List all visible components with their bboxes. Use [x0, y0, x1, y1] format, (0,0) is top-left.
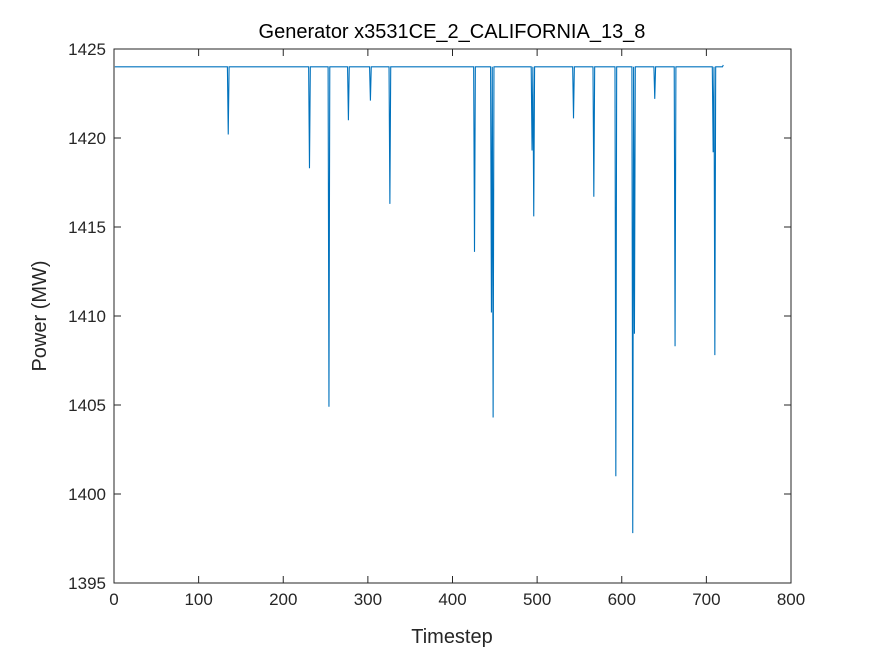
x-tick-label: 600 [608, 590, 636, 609]
series-line-0 [114, 64, 724, 534]
y-tick-label: 1420 [68, 129, 106, 148]
series-layer [114, 64, 724, 534]
y-tick-label: 1415 [68, 218, 106, 237]
y-tick-label: 1400 [68, 485, 106, 504]
x-tick-label: 400 [438, 590, 466, 609]
x-tick-label: 800 [777, 590, 805, 609]
ticks-layer: 0 100 200 300 400 500 600 700 800 1395 1400 1405 141… [68, 40, 805, 609]
y-tick-label: 1405 [68, 396, 106, 415]
x-tick-label: 300 [354, 590, 382, 609]
y-tick-label: 1395 [68, 574, 106, 593]
y-tick-label: 1425 [68, 40, 106, 59]
chart-title: Generator x3531CE_2_CALIFORNIA_13_8 [259, 21, 646, 43]
plot-area [114, 49, 791, 583]
x-tick-label: 200 [269, 590, 297, 609]
x-tick-label: 100 [184, 590, 212, 609]
x-tick-label: 700 [692, 590, 720, 609]
y-axis-label: Power (MW) [29, 260, 51, 371]
x-tick-label: 500 [523, 590, 551, 609]
x-axis-label: Timestep [411, 626, 493, 648]
x-tick-label: 0 [109, 590, 118, 609]
y-tick-label: 1410 [68, 307, 106, 326]
